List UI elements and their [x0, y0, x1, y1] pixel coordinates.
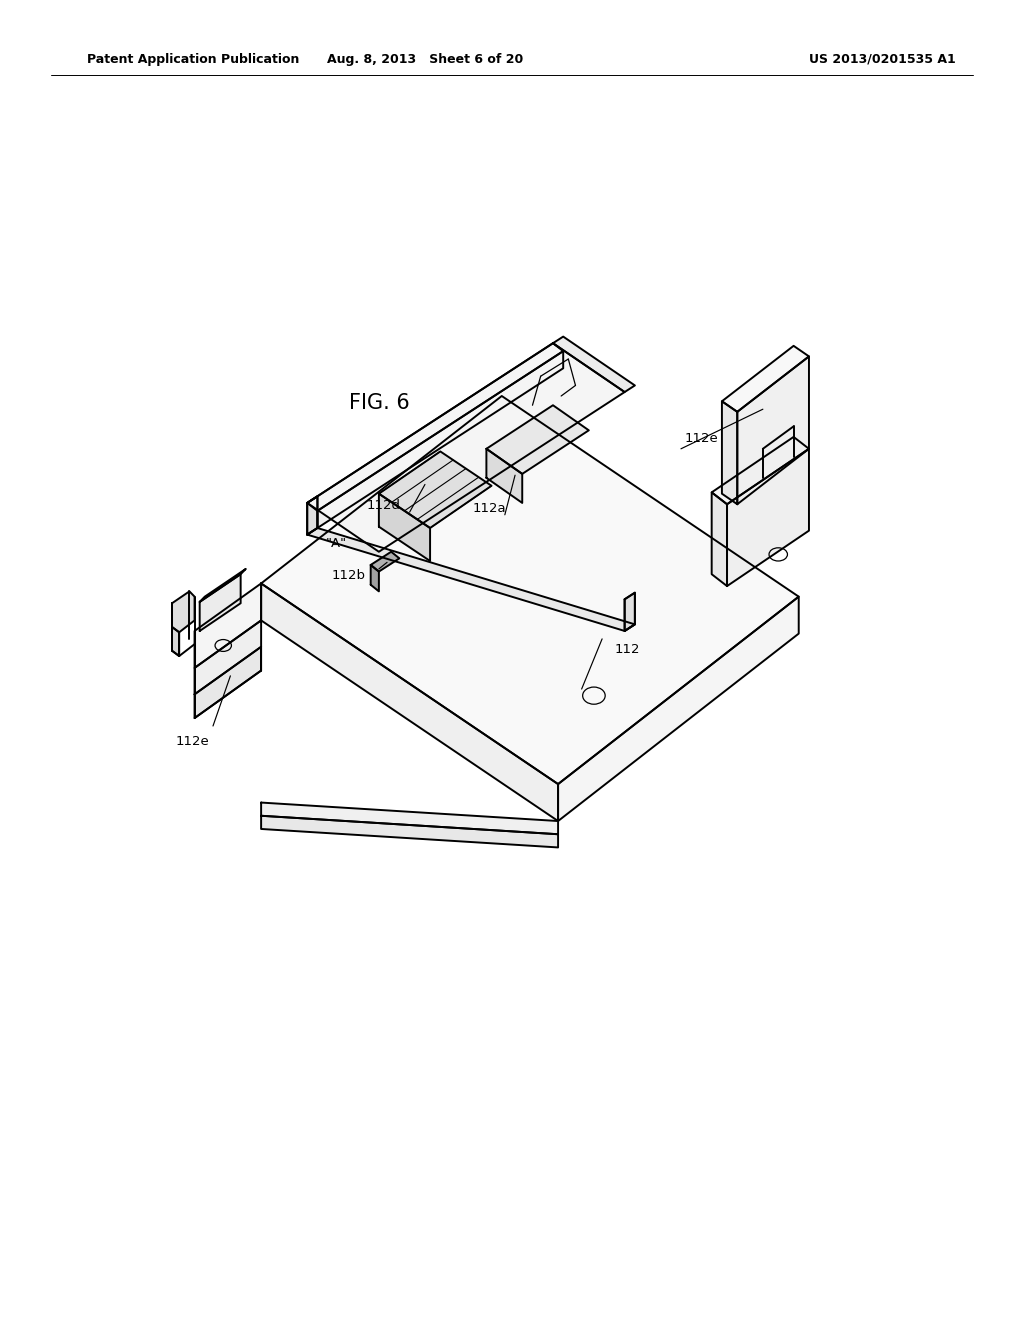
Polygon shape	[737, 356, 809, 504]
Polygon shape	[727, 449, 809, 586]
Polygon shape	[307, 528, 635, 631]
Text: 112b: 112b	[331, 569, 366, 582]
Text: FIG. 6: FIG. 6	[348, 392, 410, 413]
Text: 112e: 112e	[176, 735, 209, 748]
Polygon shape	[317, 351, 563, 528]
Polygon shape	[712, 437, 809, 504]
Polygon shape	[371, 552, 399, 572]
Polygon shape	[200, 574, 241, 631]
Polygon shape	[486, 405, 589, 474]
Polygon shape	[379, 451, 492, 528]
Polygon shape	[195, 583, 261, 668]
Polygon shape	[553, 337, 635, 392]
Polygon shape	[307, 496, 317, 535]
Text: "A": "A"	[326, 537, 346, 550]
Polygon shape	[307, 343, 563, 511]
Text: 112a: 112a	[473, 502, 506, 515]
Polygon shape	[722, 346, 809, 412]
Polygon shape	[712, 492, 727, 586]
Polygon shape	[261, 396, 799, 784]
Polygon shape	[625, 593, 635, 631]
Polygon shape	[371, 565, 379, 591]
Text: Patent Application Publication: Patent Application Publication	[87, 53, 299, 66]
Polygon shape	[379, 494, 430, 561]
Text: US 2013/0201535 A1: US 2013/0201535 A1	[809, 53, 955, 66]
Polygon shape	[200, 569, 246, 602]
Polygon shape	[172, 591, 195, 632]
Text: 112e: 112e	[685, 432, 718, 445]
Polygon shape	[558, 597, 799, 821]
Polygon shape	[261, 583, 558, 821]
Polygon shape	[307, 496, 317, 535]
Polygon shape	[307, 343, 625, 552]
Text: 112d: 112d	[367, 499, 401, 512]
Polygon shape	[172, 627, 179, 656]
Polygon shape	[261, 816, 558, 847]
Polygon shape	[195, 620, 261, 694]
Text: 112: 112	[615, 643, 640, 656]
Polygon shape	[722, 401, 737, 504]
Text: Aug. 8, 2013   Sheet 6 of 20: Aug. 8, 2013 Sheet 6 of 20	[327, 53, 523, 66]
Polygon shape	[625, 593, 635, 631]
Polygon shape	[195, 647, 261, 718]
Polygon shape	[486, 449, 522, 503]
Polygon shape	[261, 803, 558, 834]
